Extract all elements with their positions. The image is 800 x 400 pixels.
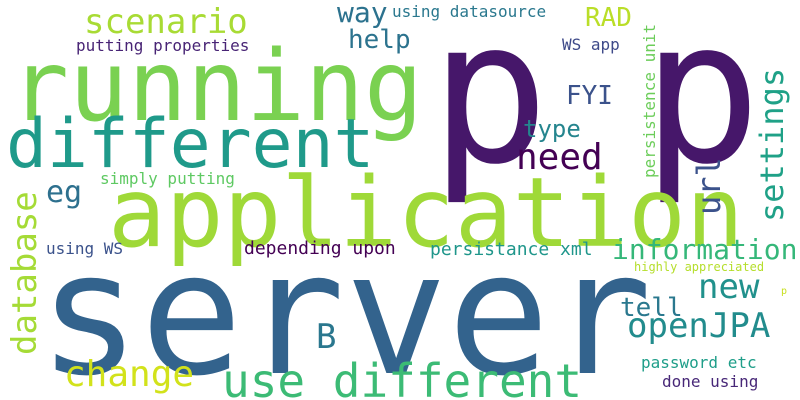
word-database: database <box>5 191 45 355</box>
word-url: url <box>690 157 728 215</box>
word-running: running <box>10 30 424 144</box>
word-openjpa: openJPA <box>627 306 771 346</box>
word-fyi: FYI <box>566 81 613 111</box>
word-persistance-xml: persistance xml <box>430 239 593 260</box>
word-server: server <box>38 216 653 400</box>
word-using-datasource: using datasource <box>392 2 547 21</box>
word-using-ws: using WS <box>46 239 124 258</box>
word-type: type <box>523 115 581 143</box>
word-p-right: p <box>642 0 762 208</box>
word-rad: RAD <box>585 3 632 33</box>
word-password-etc: password etc <box>641 353 757 372</box>
word-simply-putting: simply putting <box>100 169 235 188</box>
word-use-different: use different <box>222 354 583 400</box>
word-highly-appreciated: highly appreciated <box>634 260 765 274</box>
word-depending-upon: depending upon <box>244 238 396 259</box>
word-help: help <box>348 25 411 55</box>
word-way: way <box>337 0 388 29</box>
word-scenario: scenario <box>84 2 248 42</box>
word-need: need <box>516 137 603 178</box>
word-information: information <box>612 233 798 266</box>
word-persistence-unit: persistence unit <box>640 23 659 178</box>
word-p-left: p <box>430 0 550 208</box>
word-settings: settings <box>753 67 791 222</box>
word-application: application <box>108 157 744 269</box>
word-p-small: p <box>781 286 788 297</box>
word-different: different <box>6 105 375 184</box>
word-eg: eg <box>46 175 83 210</box>
word-tell: tell <box>620 293 683 323</box>
word-ws-app: WS app <box>562 35 620 54</box>
word-done-using: done using <box>662 372 759 391</box>
word-change: change <box>64 354 195 395</box>
word-putting-properties: putting properties <box>76 36 250 55</box>
word-b: B <box>316 317 337 357</box>
word-new: new <box>698 267 760 307</box>
